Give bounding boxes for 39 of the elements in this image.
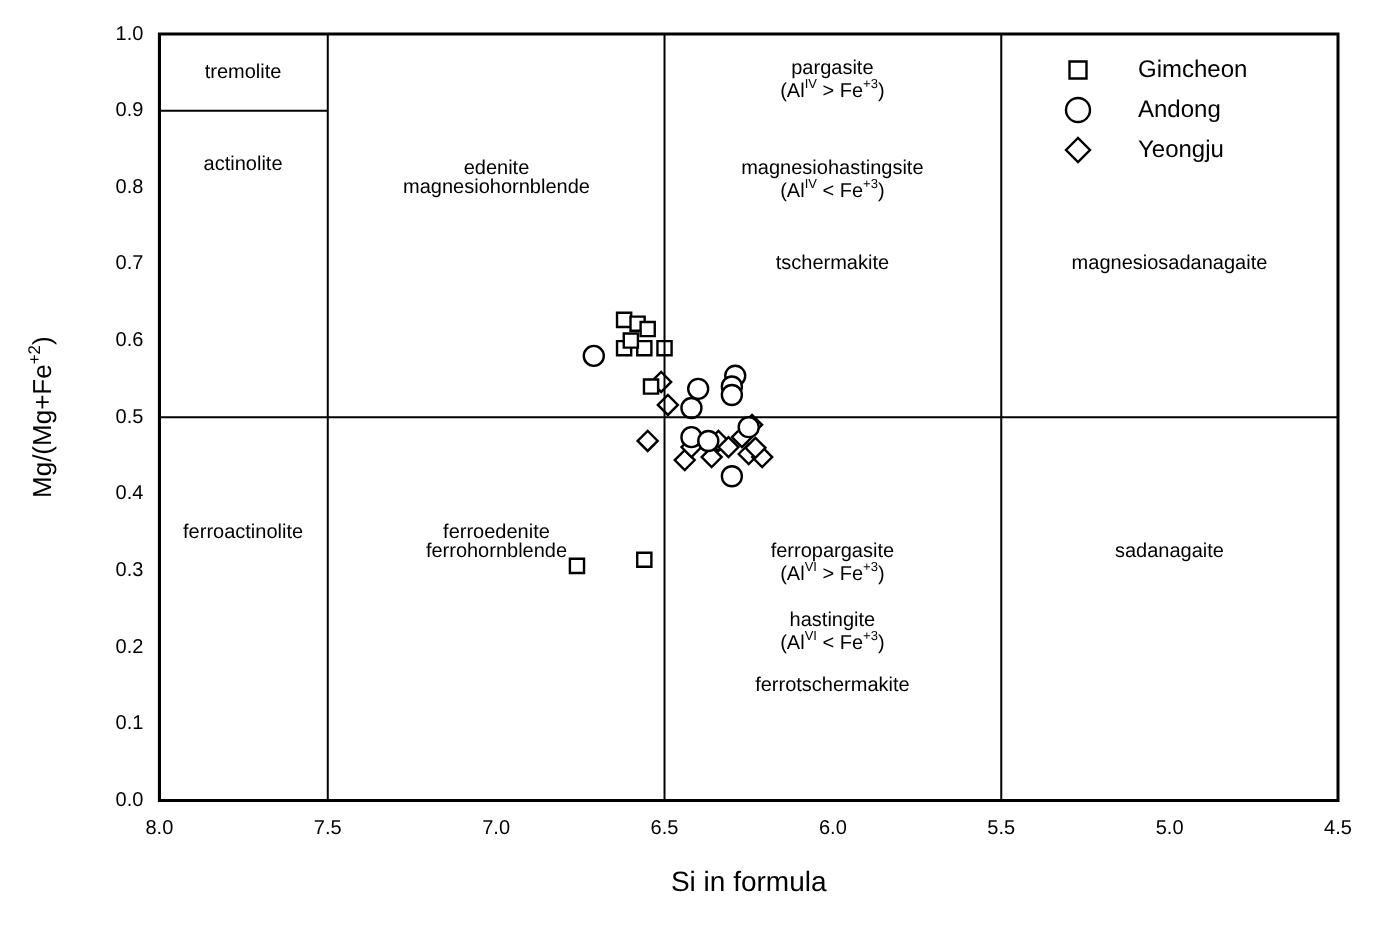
annotation: magnesiosadanagaite (1071, 253, 1269, 276)
legend-label: Gimcheon (1138, 54, 1248, 83)
y-tick-label: 0.0 (115, 789, 145, 812)
x-tick-label: 6.5 (650, 817, 680, 840)
annotation: edenite (463, 157, 531, 180)
x-tick-label: 7.0 (482, 817, 511, 840)
y-tick-label: 0.9 (115, 100, 145, 123)
legend-label: Andong (1138, 94, 1221, 123)
annotation: actinolite (203, 153, 284, 176)
annotation: ferrohornblende (425, 540, 568, 563)
y-tick-label: 1.0 (115, 23, 145, 46)
annotation: tschermakite (775, 253, 890, 276)
y-tick-label: 0.8 (115, 176, 145, 199)
annotation: ferroactinolite (183, 521, 304, 544)
annotation: ferrotschermakite (755, 674, 911, 697)
x-tick-label: 4.5 (1324, 817, 1353, 840)
annotation: hastingite (789, 609, 877, 632)
y-tick-label: 0.5 (115, 406, 145, 429)
y-tick-label: 0.2 (115, 636, 145, 659)
y-axis-title: Mg/(Mg+Fe+2) (23, 336, 58, 498)
y-tick-label: 0.7 (115, 253, 145, 276)
annotation: sadanagaite (1114, 540, 1225, 563)
y-tick-label: 0.3 (115, 559, 145, 582)
annotation: tremolite (204, 61, 283, 84)
legend-label: Yeongju (1138, 134, 1224, 163)
annotation: magnesiohastingsite (741, 157, 925, 180)
annotation: ferroedenite (443, 521, 551, 544)
x-tick-label: 8.0 (145, 817, 175, 840)
x-tick-label: 5.5 (987, 817, 1017, 840)
x-axis-title: Si in formula (670, 864, 827, 897)
x-tick-label: 5.0 (1155, 817, 1185, 840)
x-tick-label: 6.0 (818, 817, 848, 840)
y-tick-label: 0.4 (115, 483, 145, 506)
annotation: ferropargasite (770, 540, 895, 563)
annotation: magnesiohornblende (403, 176, 591, 199)
x-tick-label: 7.5 (313, 817, 343, 840)
annotation: pargasite (791, 57, 875, 80)
y-tick-label: 0.1 (115, 713, 145, 736)
y-tick-label: 0.6 (115, 330, 145, 353)
